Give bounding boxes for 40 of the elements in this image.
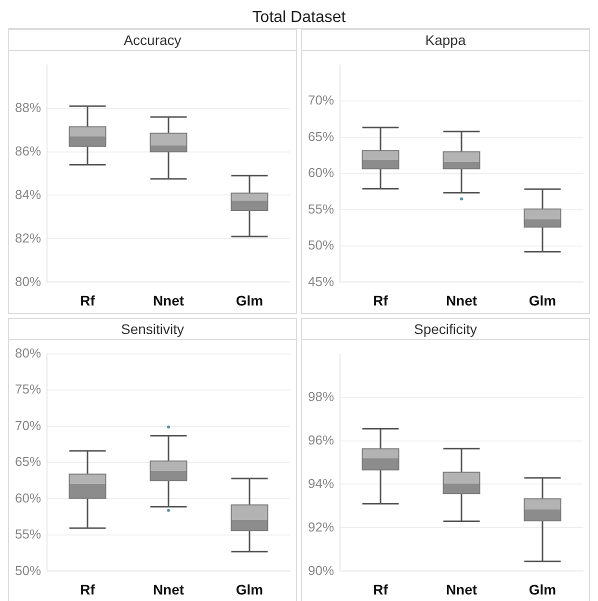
y-tick-label: 80% [14,274,42,289]
x-tick-label: Nnet [152,581,184,598]
y-tick-label: 96% [308,432,334,448]
y-tick-label: 80% [14,345,42,360]
y-tick-label: 45% [308,274,334,289]
y-tick-label: 50% [14,562,42,578]
y-tick-label: 65% [308,128,334,144]
x-tick-label: Rf [80,292,96,308]
y-tick-label: 60% [308,165,334,180]
y-tick-label: 90% [308,562,334,578]
chart-title: Specificity [302,319,589,340]
x-tick-label: Rf [80,581,96,598]
x-tick-label: Nnet [152,292,184,308]
y-tick-label: 70% [14,418,42,433]
y-tick-label: 86% [14,143,42,158]
x-tick-label: Glm [528,292,556,308]
y-tick-label: 98% [308,388,334,404]
y-tick-label: 60% [14,490,42,506]
x-tick-label: Glm [528,581,556,598]
chart-title: Sensitivity [9,319,296,340]
text: Total Dataset [8,8,590,29]
y-tick-label: 88% [14,100,42,115]
x-tick-label: Nnet [446,581,478,598]
chart-title: Kappa [302,30,589,51]
y-tick-label: 75% [14,382,42,397]
y-tick-label: 55% [308,201,334,216]
x-tick-label: Rf [373,292,388,308]
y-tick-label: 94% [308,476,334,491]
y-tick-label: 92% [308,519,334,534]
x-tick-label: Nnet [446,292,478,308]
y-tick-label: 70% [308,92,334,108]
y-tick-label: 65% [14,454,42,470]
x-tick-label: Rf [373,581,388,598]
x-tick-label: Glm [236,292,264,308]
chart-title: Accuracy [9,30,296,51]
y-tick-label: 82% [14,230,42,246]
y-tick-label: 50% [308,238,334,253]
x-tick-label: Glm [236,581,264,598]
y-tick-label: 84% [14,186,42,202]
y-tick-label: 55% [14,526,42,542]
